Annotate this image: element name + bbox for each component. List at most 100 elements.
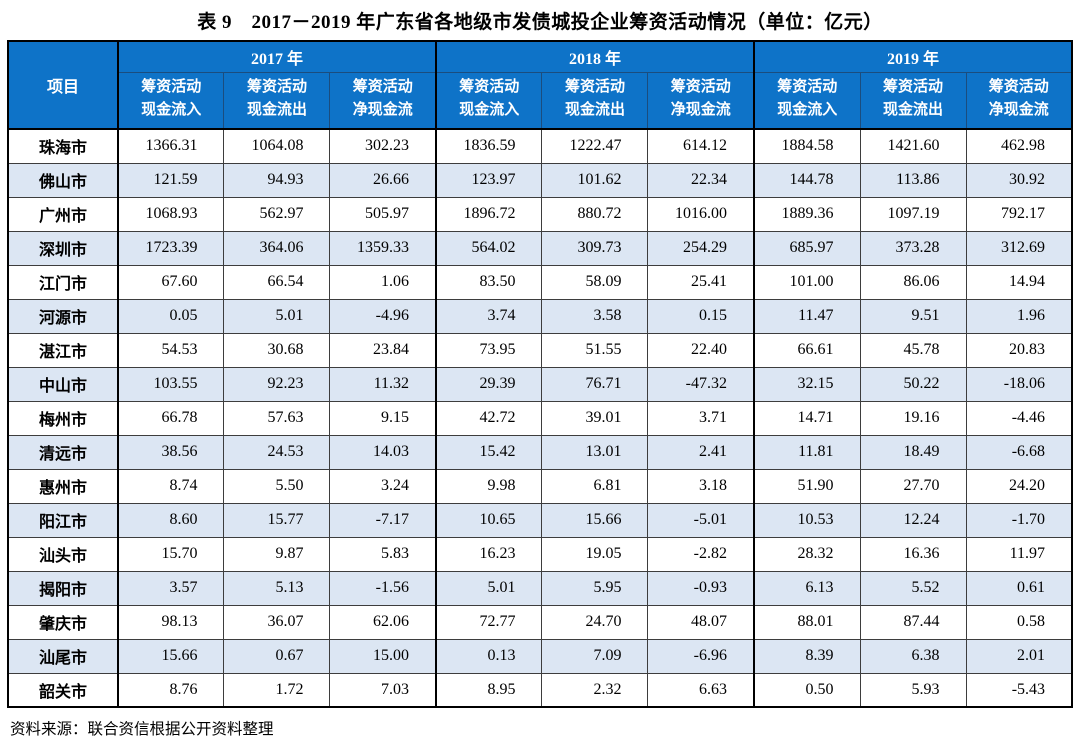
value-cell: 5.01 xyxy=(435,570,543,606)
value-cell: 880.72 xyxy=(541,196,649,232)
table-row: 揭阳市 3.57 5.13 -1.56 5.01 5.95 -0.93 6.13… xyxy=(7,570,1073,606)
value-cell: 20.83 xyxy=(965,332,1073,368)
table-row: 佛山市 121.59 94.93 26.66 123.97 101.62 22.… xyxy=(7,162,1073,198)
source-note: 资料来源：联合资信根据公开资料整理 xyxy=(10,721,274,738)
table-row: 江门市 67.60 66.54 1.06 83.50 58.09 25.41 1… xyxy=(7,264,1073,300)
city-name-cell: 清远市 xyxy=(7,434,119,470)
value-cell: -6.96 xyxy=(647,638,756,674)
value-cell: 19.05 xyxy=(541,536,649,572)
value-cell: 66.54 xyxy=(223,264,331,300)
table-row: 汕尾市 15.66 0.67 15.00 0.13 7.09 -6.96 8.3… xyxy=(7,638,1073,674)
header-cell-2018-net: 筹资活动 净现金流 xyxy=(647,71,756,130)
city-name-cell: 河源市 xyxy=(7,298,119,334)
value-cell: 62.06 xyxy=(329,604,437,640)
value-cell: -5.01 xyxy=(647,502,756,538)
header-cell-2017-inflow: 筹资活动 现金流入 xyxy=(117,71,225,130)
value-cell: 9.15 xyxy=(329,400,437,436)
value-cell: 101.00 xyxy=(753,264,861,300)
value-cell: 25.41 xyxy=(647,264,756,300)
value-cell: -18.06 xyxy=(965,366,1073,402)
header-cell-2018-outflow: 筹资活动 现金流出 xyxy=(541,71,649,130)
value-cell: 0.58 xyxy=(965,604,1073,640)
value-cell: 302.23 xyxy=(329,128,437,164)
value-cell: 3.18 xyxy=(647,468,756,504)
header-cell-year-2019: 2019 年 xyxy=(753,40,1073,73)
value-cell: 22.34 xyxy=(647,162,756,198)
value-cell: 8.60 xyxy=(117,502,225,538)
subheader-line1: 筹资活动 xyxy=(988,79,1049,95)
subheader-line1: 筹资活动 xyxy=(352,79,413,95)
value-cell: -1.70 xyxy=(965,502,1073,538)
value-cell: 30.68 xyxy=(223,332,331,368)
city-name-cell: 梅州市 xyxy=(7,400,119,436)
table-title: 表 9 2017－2019 年广东省各地级市发债城投企业筹资活动情况（单位：亿元… xyxy=(197,12,883,33)
value-cell: 15.66 xyxy=(541,502,649,538)
value-cell: 57.63 xyxy=(223,400,331,436)
value-cell: 9.87 xyxy=(223,536,331,572)
value-cell: 5.50 xyxy=(223,468,331,504)
year-header-row: 项目 2017 年 2018 年 2019 年 xyxy=(7,40,1073,130)
value-cell: 66.78 xyxy=(117,400,225,436)
value-cell: 144.78 xyxy=(753,162,861,198)
value-cell: 6.38 xyxy=(859,638,967,674)
value-cell: 1896.72 xyxy=(435,196,543,232)
header-cell-2018-inflow: 筹资活动 现金流入 xyxy=(435,71,543,130)
value-cell: 564.02 xyxy=(435,230,543,266)
value-cell: 16.23 xyxy=(435,536,543,572)
value-cell: 103.55 xyxy=(117,366,225,402)
subheader-line2: 净现金流 xyxy=(352,102,413,119)
value-cell: 1889.36 xyxy=(753,196,861,232)
value-cell: 1359.33 xyxy=(329,230,437,266)
value-cell: 29.39 xyxy=(435,366,543,402)
value-cell: 51.55 xyxy=(541,332,649,368)
value-cell: 9.51 xyxy=(859,298,967,334)
value-cell: 38.56 xyxy=(117,434,225,470)
header-cell-year-2017: 2017 年 xyxy=(117,40,437,73)
value-cell: 28.32 xyxy=(753,536,861,572)
city-name-cell: 珠海市 xyxy=(7,128,119,164)
value-cell: 8.74 xyxy=(117,468,225,504)
value-cell: 15.70 xyxy=(117,536,225,572)
table-row: 河源市 0.05 5.01 -4.96 3.74 3.58 0.15 11.47… xyxy=(7,298,1073,334)
financing-activity-table: 项目 2017 年 2018 年 2019 年 筹资活动 现金流入 筹资活动 现… xyxy=(6,40,1074,708)
value-cell: 36.07 xyxy=(223,604,331,640)
subheader-line1: 筹资活动 xyxy=(564,79,625,95)
value-cell: 83.50 xyxy=(435,264,543,300)
value-cell: 51.90 xyxy=(753,468,861,504)
value-cell: 50.22 xyxy=(859,366,967,402)
city-name-cell: 深圳市 xyxy=(7,230,119,266)
value-cell: 15.00 xyxy=(329,638,437,674)
value-cell: 5.95 xyxy=(541,570,649,606)
value-cell: 364.06 xyxy=(223,230,331,266)
subheader-line2: 现金流入 xyxy=(777,102,838,119)
value-cell: 98.13 xyxy=(117,604,225,640)
value-cell: 15.66 xyxy=(117,638,225,674)
value-cell: 5.01 xyxy=(223,298,331,334)
value-cell: 1.96 xyxy=(965,298,1073,334)
value-cell: 505.97 xyxy=(329,196,437,232)
table-row: 阳江市 8.60 15.77 -7.17 10.65 15.66 -5.01 1… xyxy=(7,502,1073,538)
table-row: 韶关市 8.76 1.72 7.03 8.95 2.32 6.63 0.50 5… xyxy=(7,672,1073,708)
value-cell: 6.63 xyxy=(647,672,756,708)
subheader-line2: 净现金流 xyxy=(988,102,1049,119)
value-cell: 92.23 xyxy=(223,366,331,402)
subheader-line1: 筹资活动 xyxy=(141,79,202,95)
value-cell: 101.62 xyxy=(541,162,649,198)
value-cell: -6.68 xyxy=(965,434,1073,470)
subheader-line2: 现金流入 xyxy=(459,102,520,119)
value-cell: 0.05 xyxy=(117,298,225,334)
value-cell: 48.07 xyxy=(647,604,756,640)
value-cell: 309.73 xyxy=(541,230,649,266)
header-cell-2017-outflow: 筹资活动 现金流出 xyxy=(223,71,331,130)
table-row: 梅州市 66.78 57.63 9.15 42.72 39.01 3.71 14… xyxy=(7,400,1073,436)
value-cell: 72.77 xyxy=(435,604,543,640)
value-cell: 792.17 xyxy=(965,196,1073,232)
city-name-cell: 汕尾市 xyxy=(7,638,119,674)
value-cell: 5.93 xyxy=(859,672,967,708)
value-cell: -7.17 xyxy=(329,502,437,538)
header-cell-2019-net: 筹资活动 净现金流 xyxy=(965,71,1073,130)
value-cell: -5.43 xyxy=(965,672,1073,708)
value-cell: 32.15 xyxy=(753,366,861,402)
value-cell: 67.60 xyxy=(117,264,225,300)
value-cell: 1097.19 xyxy=(859,196,967,232)
